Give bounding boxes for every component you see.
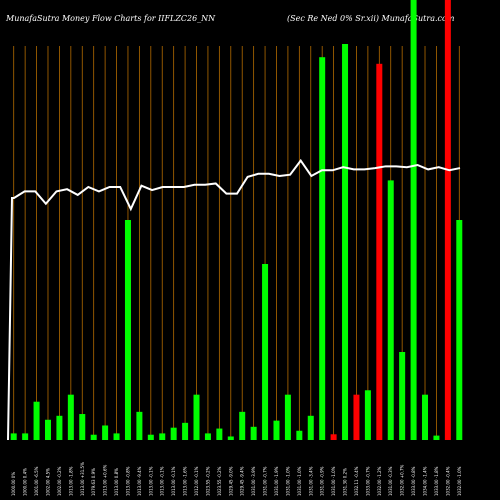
x-tick-label: 1013.00 -1.8% (68, 466, 73, 496)
x-tick-label: 1013.00 -0.1% (148, 466, 153, 496)
bar (353, 394, 360, 440)
x-tick-label: 1032.00 -0.4% (445, 466, 450, 496)
x-tick-label: 1000.00 0.4% (23, 468, 28, 496)
x-tick-label: 1013.00 +0.6% (103, 464, 108, 496)
x-tick-label: 1013.00 -1.6% (183, 466, 188, 496)
bar (102, 425, 109, 440)
x-tick-label: 1002.00 4.5% (45, 468, 50, 496)
bar (262, 264, 269, 440)
x-tick-label: 1023.55 -0.2% (217, 466, 222, 496)
x-tick-label: 1002.00 -0.2% (57, 466, 62, 496)
bar (90, 434, 97, 440)
x-tick-label: 1013.00 +31.5% (80, 462, 85, 496)
x-tick-label: 1031.00 -1.0% (331, 466, 336, 496)
line-group (7, 158, 461, 441)
x-tick-label: 1032.00 +0.7% (400, 464, 405, 496)
bar (296, 430, 303, 440)
bar (56, 415, 63, 440)
bar (273, 420, 280, 440)
x-tick-label: 1001.00 -6.5% (34, 466, 39, 496)
bar (79, 414, 86, 440)
bar (204, 433, 211, 440)
bar (284, 394, 291, 440)
x-tick-label: 1013.00 0.8% (114, 468, 119, 496)
bar (67, 394, 74, 440)
bar (250, 426, 257, 440)
bar (10, 433, 17, 440)
x-tick-label: 1031.00 -0.9% (320, 466, 325, 496)
x-tick-label: 1031.00 -1.9% (274, 466, 279, 496)
bar (182, 422, 189, 440)
x-tick-label: 1013.00 -0.8% (125, 466, 130, 496)
x-tick-label: 1032.00 -1.0% (457, 466, 462, 496)
price-line (7, 158, 461, 441)
bar (113, 433, 120, 440)
bar (422, 394, 429, 440)
bar (170, 427, 177, 440)
x-tick-label: 1023.55 -0.2% (205, 466, 210, 496)
x-tick-label: 1034.00 -1.4% (423, 466, 428, 496)
bar (364, 390, 371, 440)
x-tick-label: 1031.00 -1.0% (297, 466, 302, 496)
x-tick-label: 1031.00 -0.3% (388, 466, 393, 496)
bar (239, 411, 246, 440)
bar (342, 44, 349, 440)
x-tick-label: 1013.00 -0.1% (171, 466, 176, 496)
bar (433, 435, 440, 440)
bar (159, 433, 166, 440)
x-tick-label: 1079.63 0.9% (91, 468, 96, 496)
bar (410, 0, 417, 440)
x-tick-label: 1033.00 -0.7% (365, 466, 370, 496)
bar (33, 401, 40, 440)
chart-title: MunafaSutra Money Flow Charts for IIFLZC… (6, 14, 216, 23)
x-tick-label: 1013.00 -0.1% (160, 466, 165, 496)
bar (193, 394, 200, 440)
bar (399, 352, 406, 440)
bar (376, 63, 383, 441)
x-tick-label: 1032.11 -0.4% (354, 466, 359, 496)
bar (227, 436, 234, 440)
x-tick-labels: 1000.00 0% 1000.00 0.4% 1001.00 -6.5% 1002.… (11, 462, 462, 496)
x-tick-label: 1031.00 -1.0% (285, 466, 290, 496)
x-tick-label: 1031.00 -0.7% (263, 466, 268, 496)
x-tick-label: 1032.00 -1.2% (377, 466, 382, 496)
bar (136, 411, 143, 440)
bar (44, 419, 51, 440)
bar (124, 220, 131, 440)
chart-subtitle: (Sec Re Ned 0% Sr.xii) MunafaSutra.com (287, 14, 455, 23)
bar (319, 57, 326, 440)
bar (456, 220, 463, 440)
x-tick-label: 1033.00 -1.8% (434, 466, 439, 496)
x-tick-label: 1033.00 -0.8% (411, 466, 416, 496)
bars-group (10, 0, 463, 441)
x-tick-label: 1031.30 0.2% (343, 468, 348, 496)
x-tick-label: 1012.00 -0.1% (194, 466, 199, 496)
bar (22, 433, 29, 440)
x-tick-label: 1029.45 -9.0% (228, 466, 233, 496)
bar (216, 428, 223, 440)
bar (387, 180, 394, 440)
bar (330, 434, 337, 440)
bar (147, 434, 154, 440)
bar (307, 415, 314, 440)
x-tick-label: 1031.00 -3.9% (251, 466, 256, 496)
bar (444, 0, 451, 440)
x-tick-label: 1013.00 -9.4% (137, 466, 142, 496)
x-tick-label: 1000.00 0% (11, 472, 16, 496)
x-tick-label: 1029.45 -9.4% (240, 466, 245, 496)
x-tick-label: 1031.00 -3.4% (308, 466, 313, 496)
